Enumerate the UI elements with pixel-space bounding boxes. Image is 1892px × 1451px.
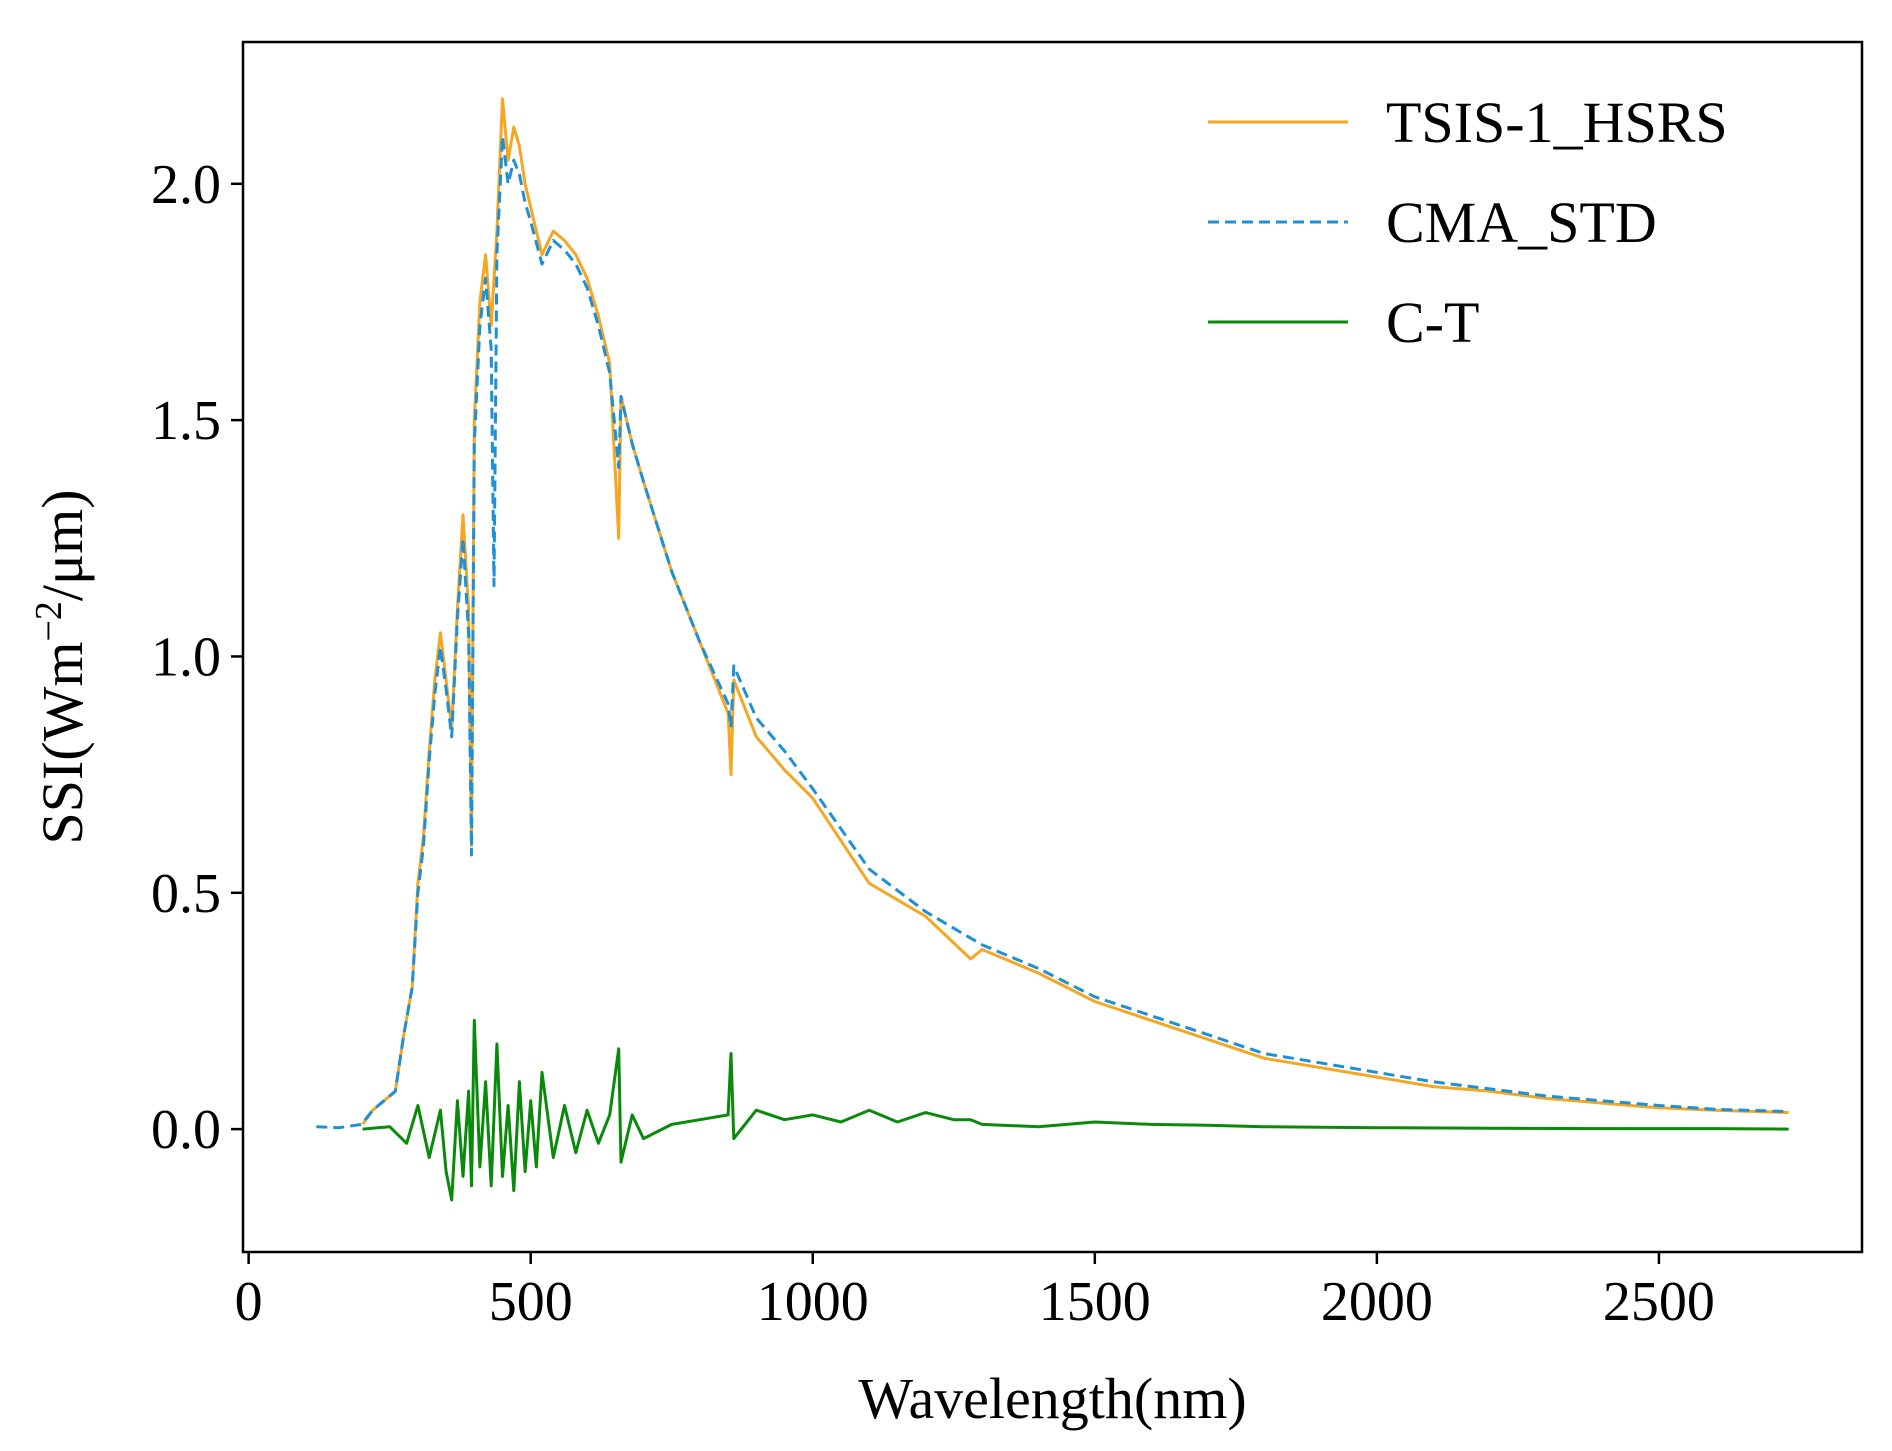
y-tick-label: 0.5 [151,863,221,925]
x-tick-label: 500 [489,1271,573,1333]
legend-label: C-T [1386,290,1479,355]
x-tick-label: 2500 [1603,1271,1715,1333]
x-tick-label: 1000 [757,1271,869,1333]
plot-frame [241,40,1864,1254]
y-tick-label: 1.0 [151,626,221,688]
series-line-tsis-1-hsrs [361,97,1789,1126]
y-tick-label: 2.0 [151,154,221,216]
y-axis-label-superscript: −2 [28,601,70,641]
x-axis-label: Wavelength(nm) [858,1366,1246,1431]
x-tick-label: 2000 [1321,1271,1433,1333]
x-tick-label: 0 [235,1271,263,1333]
legend-label: CMA_STD [1386,190,1657,255]
legend-label: TSIS-1_HSRS [1386,90,1728,155]
y-axis-label-suffix: /μm) [30,489,95,601]
y-tick-label: 0.0 [151,1099,221,1161]
y-axis: 0.0 0.5 1.0 1.5 2.0 [151,154,243,1161]
y-axis-label-prefix: SSI(Wm [30,642,95,845]
series-layer [316,97,1789,1202]
x-axis: 0 500 1000 1500 2000 2500 [235,1252,1715,1333]
legend: TSIS-1_HSRS CMA_STD C-T [1208,90,1728,355]
x-tick-label: 1500 [1039,1271,1151,1333]
y-axis-label: SSI(Wm−2/μm) [28,489,95,844]
y-tick-label: 1.5 [151,390,221,452]
series-line-c-t [362,1018,1789,1202]
